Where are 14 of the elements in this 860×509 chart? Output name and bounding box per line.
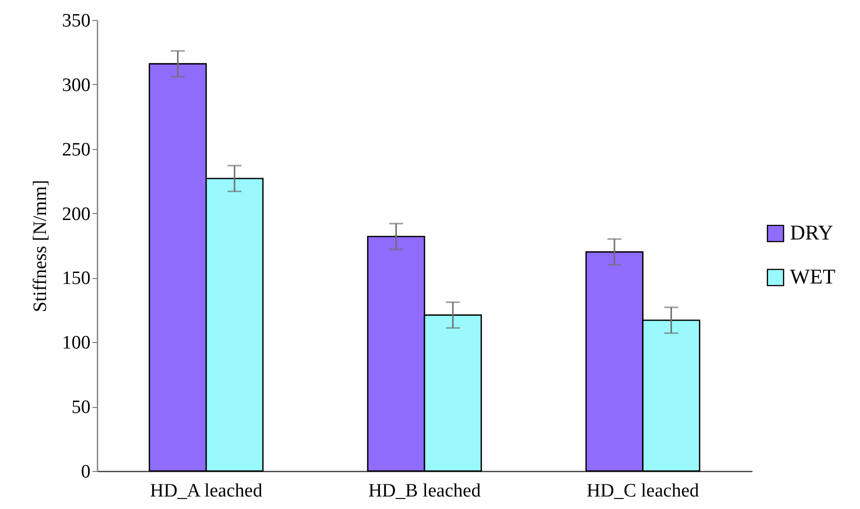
y-tick-label: 0 bbox=[81, 462, 90, 482]
legend-label: WET bbox=[790, 264, 836, 288]
y-tick-label: 250 bbox=[62, 139, 90, 160]
y-tick-label: 200 bbox=[62, 204, 90, 225]
y-tick-label: 150 bbox=[62, 268, 90, 290]
y-tick-label: 350 bbox=[62, 10, 90, 32]
y-tick-label: 300 bbox=[62, 74, 90, 96]
x-tick-label: HD_A leached bbox=[150, 480, 263, 502]
x-tick-label: HD_C leached bbox=[586, 480, 700, 502]
legend-label: DRY bbox=[790, 220, 834, 244]
y-axis-title: Stiffness [N/mm] bbox=[30, 180, 51, 312]
x-tick-label: HD_B leached bbox=[368, 480, 482, 502]
y-tick-label: 50 bbox=[72, 397, 90, 418]
y-tick-label: 100 bbox=[62, 332, 90, 354]
